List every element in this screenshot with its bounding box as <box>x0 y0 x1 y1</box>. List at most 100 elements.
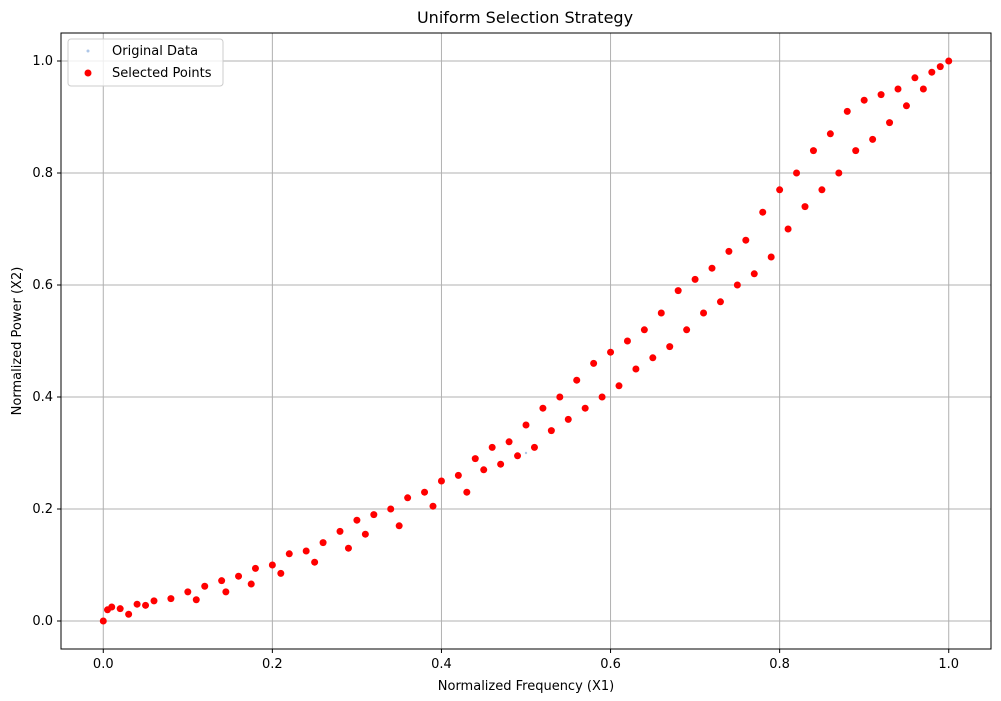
original-data-point <box>524 451 528 455</box>
x-tick-label: 0.0 <box>93 657 114 672</box>
selected-point <box>776 186 784 194</box>
selected-point <box>598 393 606 401</box>
y-tick-label: 0.4 <box>32 390 53 405</box>
selected-point <box>683 326 691 334</box>
plot-frame <box>60 32 992 650</box>
selected-point <box>150 597 158 605</box>
legend-box <box>67 38 224 87</box>
y-tick-label: 0.0 <box>32 614 53 629</box>
selected-point <box>607 348 615 356</box>
selected-point <box>522 421 530 429</box>
selected-point <box>108 603 116 611</box>
x-tick-label: 0.4 <box>431 657 452 672</box>
selected-point <box>437 477 445 485</box>
selected-point <box>319 539 327 547</box>
legend-marker-selected-points <box>84 69 92 77</box>
x-axis-ticks: 0.0 0.2 0.4 0.6 0.8 1.0 <box>93 649 959 672</box>
x-tick-label: 0.8 <box>769 657 790 672</box>
selected-point <box>573 376 581 384</box>
selected-point <box>311 558 319 566</box>
x-tick-label: 0.6 <box>600 657 621 672</box>
selected-point <box>387 505 395 513</box>
selected-point <box>488 443 496 451</box>
selected-point <box>615 382 623 390</box>
selected-point <box>911 74 919 82</box>
selected-point <box>116 605 124 613</box>
selected-point <box>285 550 293 558</box>
selected-point <box>142 601 150 609</box>
selected-point <box>201 582 209 590</box>
selected-point <box>928 68 936 76</box>
selected-point <box>801 203 809 211</box>
selected-point <box>530 443 538 451</box>
selected-point <box>184 588 192 596</box>
x-axis-label: Normalized Frequency (X1) <box>438 679 614 694</box>
selected-point <box>784 225 792 233</box>
selected-point <box>750 270 758 278</box>
legend-label-original-data: Original Data <box>112 44 198 59</box>
selected-point <box>133 600 141 608</box>
selected-point <box>125 610 133 618</box>
selected-point <box>247 580 255 588</box>
selected-point <box>691 275 699 283</box>
y-tick-label: 0.8 <box>32 166 53 181</box>
selected-point <box>936 63 944 71</box>
series-selected-points <box>99 57 953 625</box>
selected-point <box>99 617 107 625</box>
chart-title: Uniform Selection Strategy <box>417 8 633 27</box>
legend-marker-original-data <box>86 49 90 53</box>
selected-point <box>902 102 910 110</box>
selected-point <box>395 522 403 530</box>
selected-point <box>404 494 412 502</box>
y-tick-label: 0.6 <box>32 278 53 293</box>
selected-point <box>514 452 522 460</box>
y-axis-ticks: 0.0 0.2 0.4 0.6 0.8 1.0 <box>32 54 61 629</box>
selected-point <box>581 404 589 412</box>
selected-point <box>623 337 631 345</box>
legend-label-selected-points: Selected Points <box>112 66 212 81</box>
selected-point <box>818 186 826 194</box>
selected-point <box>344 544 352 552</box>
selected-point <box>826 130 834 138</box>
selected-point <box>235 572 243 580</box>
selected-point <box>463 488 471 496</box>
selected-point <box>657 309 665 317</box>
x-tick-label: 1.0 <box>938 657 959 672</box>
selected-point <box>471 455 479 463</box>
selected-point <box>725 247 733 255</box>
selected-point <box>590 359 598 367</box>
y-tick-label: 1.0 <box>32 54 53 69</box>
selected-point <box>268 561 276 569</box>
y-axis-label: Normalized Power (X2) <box>10 267 25 416</box>
selected-point <box>556 393 564 401</box>
selected-point <box>809 147 817 155</box>
selected-point <box>222 588 230 596</box>
selected-point <box>454 471 462 479</box>
selected-point <box>429 502 437 510</box>
selected-point <box>894 85 902 93</box>
legend: Original Data Selected Points <box>67 38 224 87</box>
selected-point <box>302 547 310 555</box>
selected-point <box>505 438 513 446</box>
selected-point <box>945 57 953 65</box>
selected-point <box>497 460 505 468</box>
selected-point <box>919 85 927 93</box>
selected-point <box>700 309 708 317</box>
selected-point <box>869 135 877 143</box>
x-tick-label: 0.2 <box>262 657 283 672</box>
selected-point <box>716 298 724 306</box>
selected-point <box>886 119 894 127</box>
selected-point <box>192 596 200 604</box>
y-tick-label: 0.2 <box>32 502 53 517</box>
selected-point <box>361 530 369 538</box>
selected-point <box>649 354 657 362</box>
selected-point <box>877 91 885 99</box>
selected-point <box>759 208 767 216</box>
selected-point <box>640 326 648 334</box>
selected-point <box>843 107 851 115</box>
selected-point <box>167 595 175 603</box>
selected-point <box>370 511 378 519</box>
selected-point <box>277 569 285 577</box>
